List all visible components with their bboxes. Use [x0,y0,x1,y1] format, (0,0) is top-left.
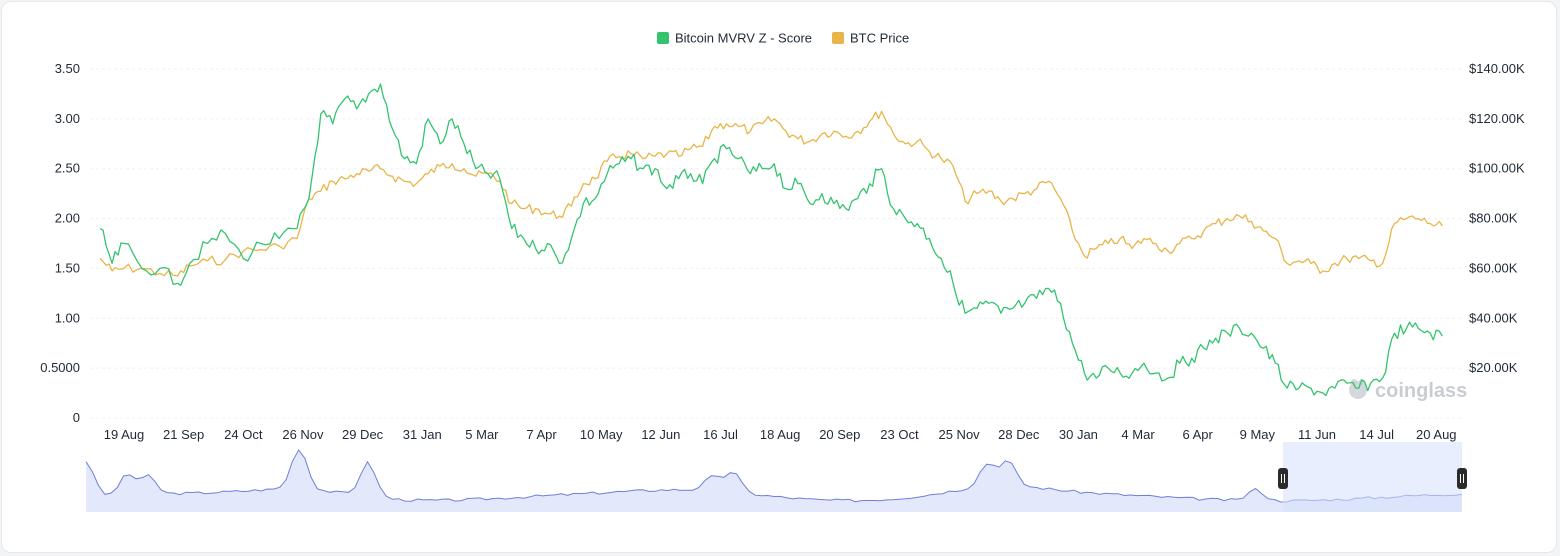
y-left-tick-label: 0.5000 [40,360,80,375]
y-right-tick-label: $60.00K [1469,260,1518,275]
y-left-tick-label: 1.00 [55,310,80,325]
y-left-tick-label: 0 [73,410,80,425]
x-tick-label: 31 Jan [403,427,442,442]
y-left-tick-label: 2.00 [55,211,80,226]
x-tick-label: 7 Apr [526,427,557,442]
y-right-tick-label: $80.00K [1469,211,1518,226]
watermark-text: coinglass [1375,380,1467,402]
series-lines [99,83,1443,397]
x-tick-label: 16 Jul [703,427,738,442]
y-left-tick-label: 3.50 [55,61,80,76]
y-right-tick-label: $20.00K [1469,360,1518,375]
legend-label-mvrv: Bitcoin MVRV Z - Score [675,31,812,46]
x-tick-label: 25 Nov [938,427,980,442]
x-tick-label: 23 Oct [880,427,919,442]
x-tick-label: 5 Mar [465,427,499,442]
x-tick-label: 29 Dec [342,427,384,442]
legend-swatch-btc [832,32,844,44]
legend-item-mvrv[interactable]: Bitcoin MVRV Z - Score [657,31,812,46]
x-tick-label: 14 Jul [1359,427,1394,442]
x-tick-label: 21 Sep [163,427,204,442]
range-navigator[interactable] [85,442,1467,512]
navigator-right-handle[interactable] [1457,468,1467,489]
x-tick-label: 9 May [1240,427,1276,442]
x-tick-label: 10 May [580,427,623,442]
navigator-area [86,450,1462,512]
x-tick-label: 20 Sep [819,427,860,442]
watermark: coinglass [1349,379,1467,402]
navigator-left-handle[interactable] [1278,468,1288,489]
y-right-tick-label: $100.00K [1469,161,1525,176]
navigator-selected-window[interactable] [1283,442,1462,512]
series-line-mvrv-z-score [99,83,1443,397]
x-tick-label: 28 Dec [998,427,1040,442]
y-axis-left: 0 0.5000 1.00 1.50 2.00 2.50 3.00 3.50 [40,61,80,425]
x-tick-label: 20 Aug [1416,427,1457,442]
x-tick-label: 24 Oct [224,427,263,442]
x-tick-label: 12 Jun [641,427,680,442]
x-tick-label: 11 Jun [1298,427,1336,442]
y-right-tick-label: $120.00K [1469,111,1525,126]
legend-item-btc[interactable]: BTC Price [832,31,909,46]
y-left-tick-label: 1.50 [55,260,80,275]
y-left-tick-label: 3.00 [55,111,80,126]
series-line-btc-price [99,110,1443,277]
legend: Bitcoin MVRV Z - Score BTC Price [657,31,909,46]
x-axis: 19 Aug 21 Sep 24 Oct 26 Nov 29 Dec 31 Jan 5 Ma… [104,427,1457,442]
x-tick-label: 6 Apr [1183,427,1214,442]
legend-label-btc: BTC Price [850,31,909,46]
gridlines [90,68,1462,419]
x-tick-label: 4 Mar [1121,427,1155,442]
x-tick-label: 30 Jan [1059,427,1098,442]
x-tick-label: 19 Aug [104,427,145,442]
x-tick-label: 26 Nov [282,427,324,442]
y-right-tick-label: $40.00K [1469,310,1518,325]
y-left-tick-label: 2.50 [55,161,80,176]
navigator-line [85,449,1463,503]
legend-swatch-mvrv [657,32,669,44]
y-right-tick-label: $140.00K [1469,61,1525,76]
y-axis-right: $20.00K $40.00K $60.00K $80.00K $100.00K $120… [1469,61,1525,375]
x-tick-label: 18 Aug [760,427,801,442]
